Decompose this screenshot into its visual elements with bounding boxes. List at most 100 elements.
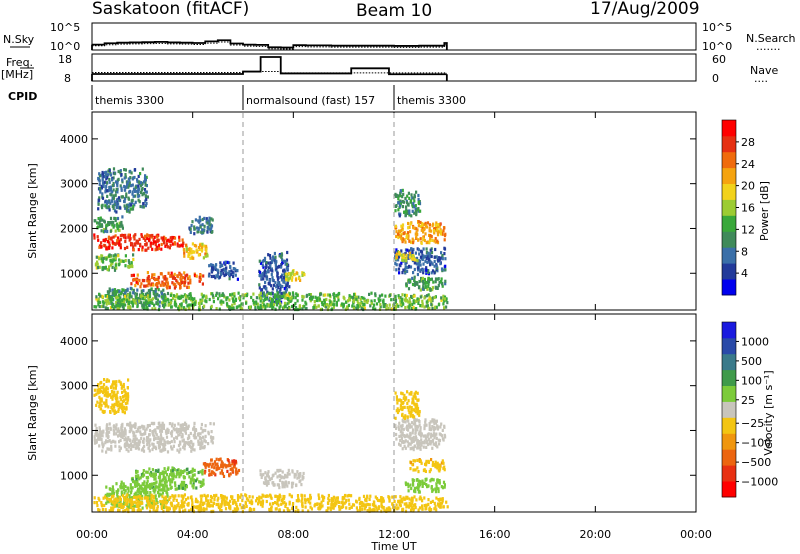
velocity-cell-1573 bbox=[350, 505, 353, 509]
power-cell-319 bbox=[146, 279, 149, 283]
velocity-cell-1802 bbox=[342, 505, 345, 509]
power-cell-1531 bbox=[399, 296, 402, 300]
power-cell-1595 bbox=[346, 305, 349, 309]
velocity-cell-1607 bbox=[269, 502, 272, 506]
power-cell-1671 bbox=[252, 292, 255, 296]
velocity-cell-662 bbox=[188, 470, 191, 475]
velocity-cell-1890 bbox=[163, 497, 166, 501]
velocity-cell-825 bbox=[109, 385, 113, 389]
velocity-cell-421 bbox=[195, 428, 198, 432]
power-cell-355 bbox=[143, 284, 146, 288]
velocity-cell-306 bbox=[164, 447, 167, 452]
power-cell-416 bbox=[127, 259, 130, 263]
power-cell-2591 bbox=[440, 277, 443, 281]
velocity-cell-1414 bbox=[259, 500, 262, 504]
velocity-cell-675 bbox=[103, 393, 106, 397]
power-cell-696 bbox=[112, 167, 116, 171]
velocity-cell-1487 bbox=[393, 499, 396, 504]
power-cell-905 bbox=[139, 297, 142, 301]
power-cell-506 bbox=[99, 219, 102, 223]
power-cell-742 bbox=[115, 210, 118, 214]
power-cell-1791 bbox=[303, 304, 306, 308]
power-cell-1449 bbox=[153, 293, 156, 297]
velocity-cell-190 bbox=[184, 431, 187, 435]
velocity-cell-1165 bbox=[277, 468, 280, 473]
power-cell-983 bbox=[228, 277, 231, 281]
velocity-cell-118 bbox=[123, 427, 126, 431]
power-cell-735 bbox=[105, 181, 108, 185]
power-cell-1921 bbox=[284, 296, 287, 300]
power-cell-1711 bbox=[399, 299, 402, 303]
power-cell-2054 bbox=[141, 303, 144, 307]
velocity-cell-1757 bbox=[189, 496, 192, 500]
power-cell-2564 bbox=[437, 277, 440, 281]
velocity-cell-2117 bbox=[430, 432, 433, 436]
velocity-cell-1399 bbox=[243, 504, 246, 508]
velocity-cell-1939 bbox=[338, 507, 341, 511]
velocity-cell-1778 bbox=[181, 503, 184, 507]
velocity-cell-1668 bbox=[104, 508, 107, 512]
velocity-cell-304 bbox=[191, 447, 194, 451]
velocity-cell-1224 bbox=[377, 506, 380, 511]
velocity-cell-903 bbox=[149, 491, 152, 495]
power-cell-231 bbox=[193, 250, 196, 254]
power-cell-201 bbox=[193, 243, 196, 248]
velocity-cell-644 bbox=[152, 482, 155, 486]
velocity-cell-623 bbox=[160, 479, 163, 483]
velocity-cell-242 bbox=[104, 441, 107, 445]
velocity-cell-1102 bbox=[220, 463, 223, 467]
power-cell-165 bbox=[141, 245, 144, 249]
power-cell-2401 bbox=[394, 251, 397, 255]
power-cell-641 bbox=[101, 196, 105, 200]
velocity-cell-488 bbox=[172, 472, 175, 476]
velocity-cell-2183 bbox=[416, 391, 419, 395]
power-cell-1055 bbox=[199, 219, 202, 223]
power-cell-687 bbox=[98, 196, 101, 200]
power-cell-1340 bbox=[267, 291, 270, 295]
power-cell-1903 bbox=[378, 299, 381, 303]
velocity-cell-1977 bbox=[433, 421, 436, 426]
power-cell-565 bbox=[116, 183, 119, 187]
power-cell-722 bbox=[111, 204, 114, 208]
velocity-cell-2069 bbox=[433, 436, 436, 440]
power-cell-2310 bbox=[414, 209, 417, 213]
power-cell-1939 bbox=[366, 300, 369, 304]
velocity-cell-1177 bbox=[296, 470, 299, 474]
power-cell-1816 bbox=[327, 293, 330, 297]
power-cell-901 bbox=[158, 300, 161, 304]
velocity-cell-384 bbox=[193, 421, 196, 425]
velocity-cell-1929 bbox=[151, 505, 154, 509]
velocity-cell-1862 bbox=[113, 498, 117, 502]
velocity-cell-2284 bbox=[442, 466, 445, 470]
power-cell-275 bbox=[195, 274, 198, 278]
power-cell-1806 bbox=[443, 299, 446, 303]
velocity-cell-561 bbox=[161, 487, 164, 492]
velocity-cell-2270 bbox=[416, 466, 419, 470]
power-cell-1106 bbox=[263, 270, 266, 275]
power-cell-612 bbox=[133, 175, 136, 180]
power-cell-237 bbox=[171, 281, 174, 285]
power-cell-148 bbox=[132, 248, 135, 252]
velocity-cell-1237 bbox=[145, 499, 149, 503]
velocity-cell-1003 bbox=[154, 496, 157, 500]
power-cell-1675 bbox=[390, 298, 393, 302]
velocity-cell-857 bbox=[146, 494, 149, 498]
velocity-cell-305 bbox=[126, 422, 129, 426]
power-cell-2309 bbox=[406, 194, 409, 198]
power-cell-9 bbox=[121, 233, 124, 237]
velocity-cell-1991 bbox=[411, 428, 415, 432]
power-cell-730 bbox=[101, 178, 104, 182]
power-colorbar-swatch-0 bbox=[722, 279, 736, 296]
power-cell-632 bbox=[112, 188, 115, 192]
power-cell-2107 bbox=[438, 225, 441, 229]
velocity-cell-1114 bbox=[233, 459, 236, 463]
velocity-cell-365 bbox=[135, 441, 138, 445]
power-cell-1426 bbox=[309, 299, 312, 303]
power-cell-1958 bbox=[325, 305, 328, 309]
velocity-cell-560 bbox=[165, 484, 168, 488]
power-cell-507 bbox=[99, 216, 102, 220]
velocity-cell-1163 bbox=[281, 485, 284, 489]
power-cell-216 bbox=[195, 248, 198, 252]
velocity-cell-778 bbox=[124, 391, 127, 395]
velocity-cell-1145 bbox=[274, 471, 277, 475]
